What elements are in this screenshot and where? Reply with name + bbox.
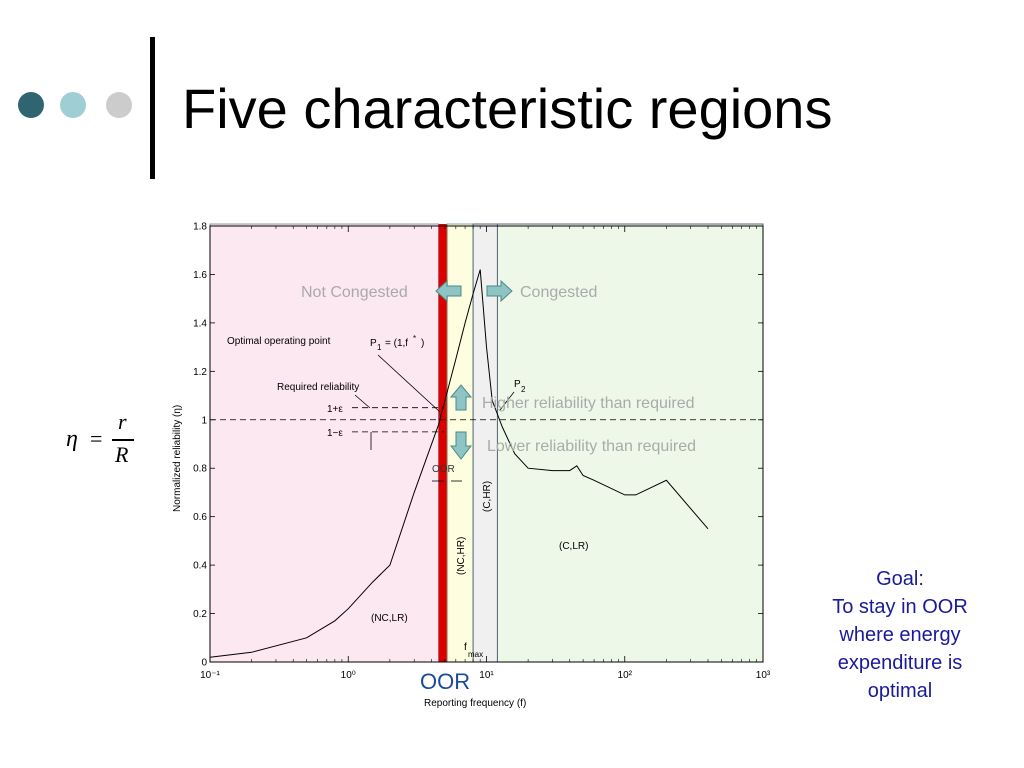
- y-tick-label: 1.6: [193, 270, 207, 281]
- y-tick-label: 0.2: [193, 609, 207, 620]
- p1-subscript: 1: [377, 343, 382, 352]
- equation-lhs: η: [66, 426, 78, 452]
- x-tick-label: 10³: [756, 670, 771, 681]
- annotation-required-reliability: Required reliability: [277, 382, 359, 393]
- goal-line-4: expenditure is: [837, 652, 963, 674]
- not-congested-label: Not Congested: [301, 284, 408, 301]
- reliability-equation: η = r R: [66, 409, 156, 473]
- goal-line-3: where energy: [839, 624, 961, 646]
- x-tick-label: 10²: [618, 670, 633, 681]
- dot-dark: [18, 92, 44, 118]
- region-label-c-lr: (C,LR): [559, 541, 588, 552]
- y-tick-label: 1.8: [193, 222, 207, 233]
- fmax-label: f: [464, 642, 467, 653]
- equation-fraction-bar: [112, 439, 134, 441]
- p1-superscript: *: [413, 334, 416, 343]
- annotation-oor-small: OOR: [432, 464, 455, 475]
- slide-title: Five characteristic regions: [182, 77, 833, 140]
- dot-teal: [60, 92, 86, 118]
- oor-label: OOR: [420, 669, 471, 694]
- ref-label-lower: 1−ε: [327, 428, 343, 439]
- p1-arrow: [377, 354, 441, 413]
- region-chr: [472, 223, 498, 663]
- annotation-p2: P 2: [514, 379, 526, 394]
- higher-reliability-arrow: [449, 384, 473, 411]
- lower-reliability-arrow: [449, 431, 473, 460]
- higher-reliability-label: Higher reliability than required: [482, 395, 695, 412]
- x-tick-label: 10⁻¹: [200, 670, 220, 681]
- equation-denominator: R: [115, 442, 129, 467]
- fmax-subscript: max: [468, 650, 483, 659]
- region-oor: [438, 224, 448, 662]
- goal-line-1: Goal:: [876, 568, 924, 590]
- ref-label-upper: 1+ε: [327, 404, 343, 415]
- y-tick-label: 1.2: [193, 367, 207, 378]
- region-label-nc-lr: (NC,LR): [371, 613, 408, 624]
- y-tick-label: 0: [201, 658, 207, 669]
- p1-equals: = (1,f: [385, 338, 408, 349]
- p1-close: ): [421, 338, 424, 349]
- region-label-nc-hr: (NC,HR): [456, 537, 467, 575]
- title-divider: [150, 37, 155, 179]
- x-tick-label: 10¹: [479, 670, 494, 681]
- x-tick-label: 10⁰: [341, 670, 356, 681]
- goal-text: Goal: To stay in OOR where energy expend…: [800, 565, 1000, 705]
- dot-grey: [106, 92, 132, 118]
- p2-arrow: [499, 391, 515, 411]
- required-reliability-arrow: [354, 394, 371, 409]
- goal-line-5: optimal: [867, 680, 933, 702]
- goal-line-2: To stay in OOR: [832, 596, 968, 618]
- congested-arrow: [486, 279, 513, 303]
- p2-label: P: [514, 379, 521, 390]
- y-tick-label: 0.6: [193, 512, 207, 523]
- lower-reliability-label: Lower reliability than required: [487, 438, 696, 455]
- equation-equals: =: [90, 426, 103, 451]
- p2-subscript: 2: [521, 385, 526, 394]
- y-tick-label: 1.4: [193, 318, 207, 329]
- annotation-p1: P 1 = (1,f * ): [370, 334, 424, 352]
- reliability-curve: [209, 269, 709, 658]
- y-tick-label: 1: [201, 415, 207, 426]
- not-congested-arrow: [435, 279, 462, 303]
- p1-label: P: [370, 338, 377, 349]
- region-nclr: [209, 223, 440, 663]
- decorative-dots: [18, 92, 138, 122]
- region-clr: [496, 223, 764, 663]
- x-axis-title: Reporting frequency (f): [424, 698, 526, 709]
- y-tick-label: 0.4: [193, 561, 207, 572]
- annotation-optimal-point: Optimal operating point: [227, 336, 331, 347]
- equation-numerator: r: [118, 409, 127, 434]
- congested-label: Congested: [520, 284, 597, 301]
- region-label-c-hr: (C,HR): [482, 481, 493, 512]
- annotation-fmax: f max: [464, 642, 483, 659]
- y-tick-label: 0.8: [193, 464, 207, 475]
- y-axis-title: Normalized reliability (η): [172, 405, 183, 512]
